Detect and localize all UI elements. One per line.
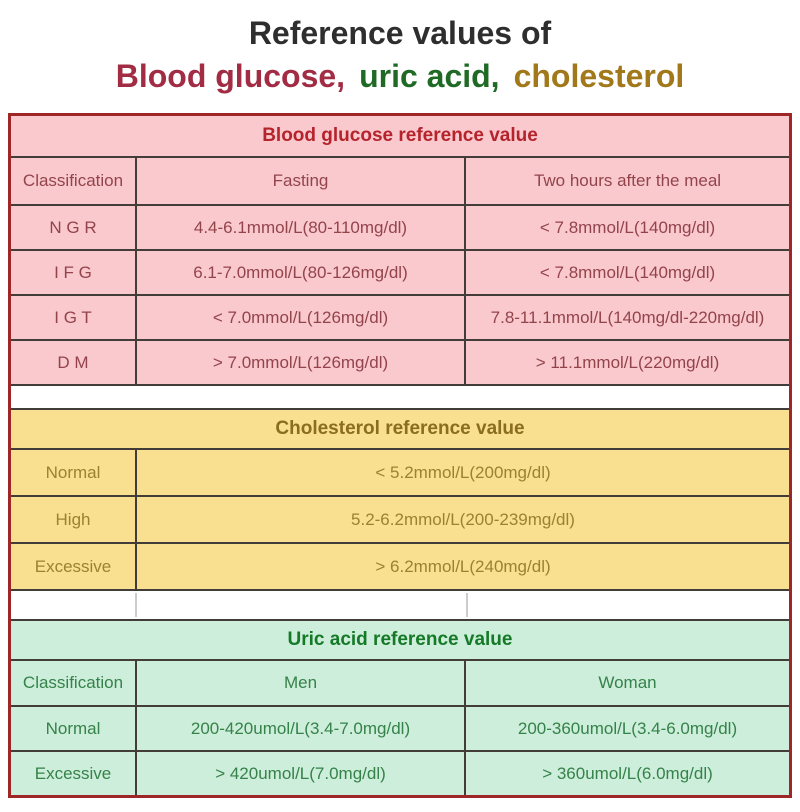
table-cell: N G R	[11, 204, 137, 251]
table-cell: High	[11, 495, 137, 544]
cholesterol-table-title: Cholesterol reference value	[11, 408, 789, 450]
title-segment-blood-glucose: Blood glucose,	[115, 58, 346, 94]
table-cell: I F G	[11, 249, 137, 296]
table-cell: I G T	[11, 294, 137, 341]
table-cell: Normal	[11, 448, 137, 497]
column-header: Classification	[11, 659, 137, 707]
cholesterol-table: Cholesterol reference value Normal < 5.2…	[11, 408, 789, 591]
table-cell: < 7.8mmol/L(140mg/dl)	[464, 249, 789, 296]
column-header: Fasting	[135, 156, 466, 206]
column-header: Classification	[11, 156, 137, 206]
table-spacer	[11, 591, 789, 619]
table-cell: < 5.2mmol/L(200mg/dl)	[135, 448, 789, 497]
table-cell: > 7.0mmol/L(126mg/dl)	[135, 339, 466, 386]
table-header-row: Classification Men Woman	[11, 659, 789, 707]
table-cell: Excessive	[11, 750, 137, 795]
table-header-row: Classification Fasting Two hours after t…	[11, 156, 789, 206]
column-header: Woman	[464, 659, 789, 707]
table-cell: 6.1-7.0mmol/L(80-126mg/dl)	[135, 249, 466, 296]
table-row: I F G 6.1-7.0mmol/L(80-126mg/dl) < 7.8mm…	[11, 249, 789, 296]
table-spacer	[11, 386, 789, 408]
uric-acid-table: Uric acid reference value Classification…	[11, 619, 789, 795]
column-divider-line	[466, 593, 468, 617]
table-row: Normal < 5.2mmol/L(200mg/dl)	[11, 448, 789, 497]
table-row: Excessive > 420umol/L(7.0mg/dl) > 360umo…	[11, 750, 789, 795]
blood-glucose-table: Blood glucose reference value Classifica…	[11, 116, 789, 386]
table-row: N G R 4.4-6.1mmol/L(80-110mg/dl) < 7.8mm…	[11, 204, 789, 251]
table-cell: > 6.2mmol/L(240mg/dl)	[135, 542, 789, 591]
column-header: Two hours after the meal	[464, 156, 789, 206]
table-row: Excessive > 6.2mmol/L(240mg/dl)	[11, 542, 789, 591]
reference-tables-frame: Blood glucose reference value Classifica…	[8, 113, 792, 798]
table-cell: Excessive	[11, 542, 137, 591]
table-cell: D M	[11, 339, 137, 386]
table-cell: 7.8-11.1mmol/L(140mg/dl-220mg/dl)	[464, 294, 789, 341]
table-cell: 200-420umol/L(3.4-7.0mg/dl)	[135, 705, 466, 752]
table-row: D M > 7.0mmol/L(126mg/dl) > 11.1mmol/L(2…	[11, 339, 789, 386]
table-row: I G T < 7.0mmol/L(126mg/dl) 7.8-11.1mmol…	[11, 294, 789, 341]
title-segment-uric-acid: uric acid,	[359, 58, 500, 94]
column-header: Men	[135, 659, 466, 707]
table-cell: 4.4-6.1mmol/L(80-110mg/dl)	[135, 204, 466, 251]
table-cell: Normal	[11, 705, 137, 752]
table-cell: 5.2-6.2mmol/L(200-239mg/dl)	[135, 495, 789, 544]
table-cell: > 11.1mmol/L(220mg/dl)	[464, 339, 789, 386]
table-cell: > 360umol/L(6.0mg/dl)	[464, 750, 789, 795]
table-cell: 200-360umol/L(3.4-6.0mg/dl)	[464, 705, 789, 752]
table-cell: > 420umol/L(7.0mg/dl)	[135, 750, 466, 795]
table-cell: < 7.0mmol/L(126mg/dl)	[135, 294, 466, 341]
table-row: Normal 200-420umol/L(3.4-7.0mg/dl) 200-3…	[11, 705, 789, 752]
page-title-line2: Blood glucose, uric acid, cholesterol	[0, 55, 800, 97]
page-title-line1: Reference values of	[248, 15, 552, 51]
title-segment-cholesterol: cholesterol	[513, 58, 685, 94]
table-row: High 5.2-6.2mmol/L(200-239mg/dl)	[11, 495, 789, 544]
uric-acid-table-title: Uric acid reference value	[11, 619, 789, 661]
table-cell: < 7.8mmol/L(140mg/dl)	[464, 204, 789, 251]
column-divider-line	[135, 593, 137, 617]
page-title: Reference values of Blood glucose, uric a…	[0, 12, 800, 97]
blood-glucose-table-title: Blood glucose reference value	[11, 116, 789, 158]
